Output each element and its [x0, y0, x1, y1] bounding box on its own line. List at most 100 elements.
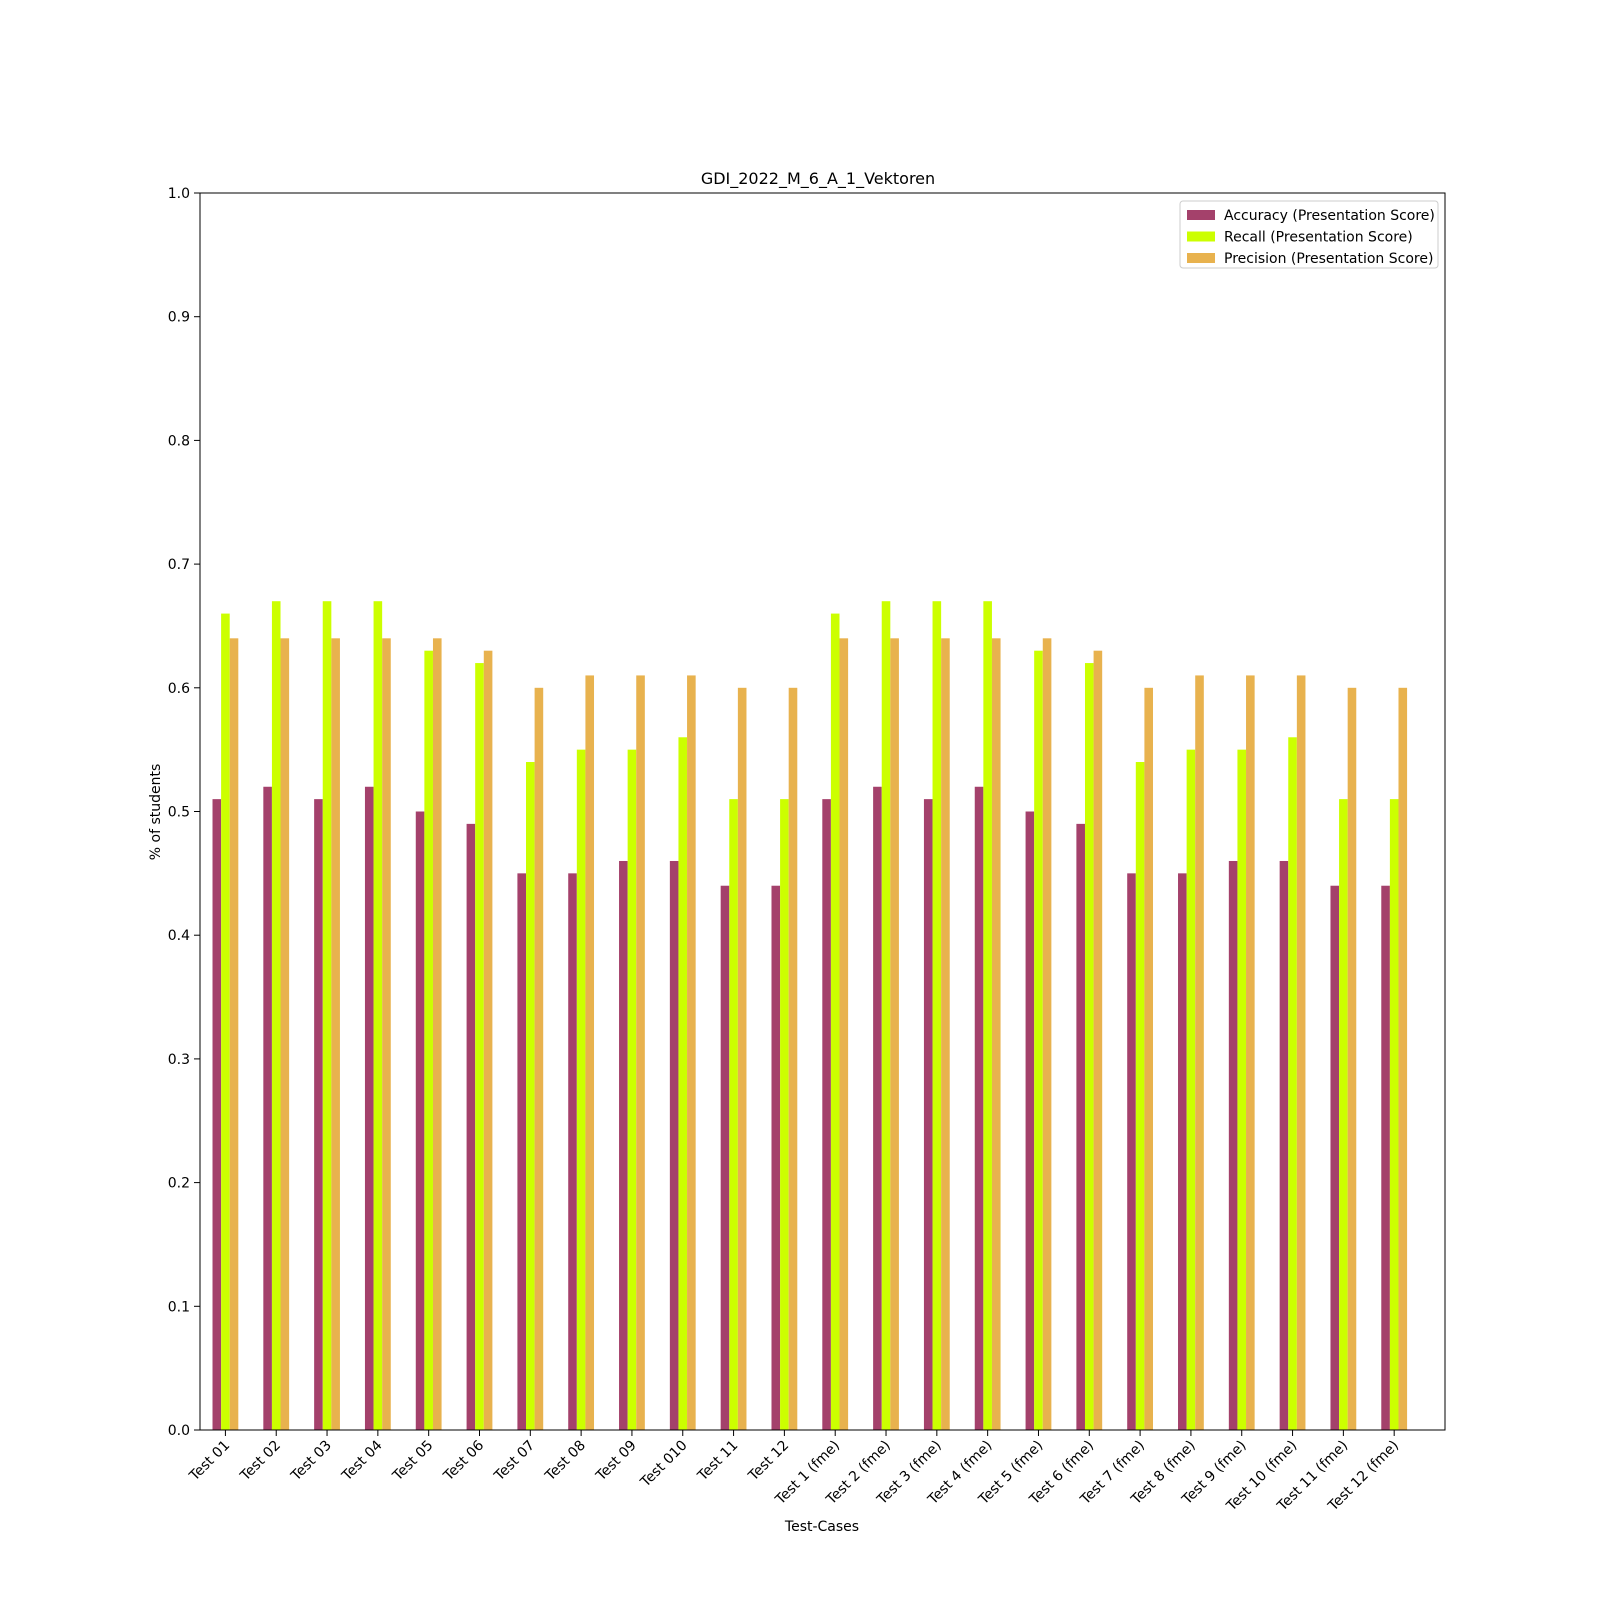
bar-accuracy [212, 799, 222, 1430]
y-tick-label: 0.1 [168, 1299, 190, 1315]
bar-accuracy [1228, 860, 1238, 1430]
y-tick-label: 0.0 [168, 1423, 190, 1439]
bar-precision [941, 638, 950, 1430]
bar-precision [1042, 638, 1052, 1430]
bar-recall [271, 601, 281, 1430]
y-axis-label: % of students [148, 764, 164, 861]
legend-label: Accuracy (Presentation Score) [1224, 208, 1435, 224]
bar-accuracy [263, 786, 272, 1430]
bar-recall [1339, 799, 1348, 1430]
bar-accuracy [364, 786, 374, 1430]
bar-precision [585, 675, 595, 1430]
bar-accuracy [1178, 873, 1187, 1430]
bar-accuracy [873, 786, 882, 1430]
bar-precision [1347, 687, 1357, 1430]
bar-precision [991, 638, 1001, 1430]
bar-precision [229, 638, 239, 1430]
bar-accuracy [619, 860, 628, 1430]
bar-accuracy [822, 799, 831, 1430]
x-tick-label: Test 02 [237, 1438, 284, 1485]
bar-accuracy [1381, 885, 1390, 1430]
bar-recall [1237, 749, 1247, 1430]
bar-precision [737, 687, 747, 1430]
bar-recall [881, 601, 891, 1430]
legend-label: Precision (Presentation Score) [1224, 251, 1433, 267]
bar-accuracy [720, 885, 730, 1430]
bar-recall [576, 749, 586, 1430]
bar-precision [483, 650, 493, 1430]
x-tick-label: Test 06 [440, 1437, 487, 1484]
bar-recall [729, 799, 738, 1430]
bar-accuracy [1025, 811, 1035, 1430]
y-tick-label: 0.2 [168, 1176, 190, 1192]
bar-recall [1186, 749, 1196, 1430]
legend-box [1179, 200, 1439, 269]
bar-precision [432, 638, 442, 1430]
chart-title: GDI_2022_M_6_A_1_Vektoren [701, 169, 935, 189]
x-tick-label: Test 05 [389, 1438, 436, 1485]
bar-precision [1195, 675, 1204, 1430]
bar-accuracy [669, 860, 679, 1430]
bar-recall [373, 601, 383, 1430]
bar-accuracy [923, 799, 933, 1430]
legend-swatch [1187, 253, 1215, 263]
bar-accuracy [1279, 860, 1289, 1430]
x-tick-label: Test 03 [288, 1438, 335, 1485]
legend-label: Recall (Presentation Score) [1224, 230, 1413, 246]
bar-precision [382, 638, 391, 1430]
bar-accuracy [466, 823, 476, 1430]
bar-precision [1246, 675, 1255, 1430]
y-tick-label: 0.6 [168, 681, 190, 697]
bar-recall [475, 663, 484, 1430]
x-axis-label: Test-Cases [784, 1519, 859, 1535]
x-tick-label: Test 09 [593, 1438, 640, 1485]
bar-accuracy [1330, 885, 1340, 1430]
legend-swatch [1187, 210, 1215, 220]
bar-recall [424, 650, 433, 1430]
legend-swatch [1187, 231, 1215, 242]
bar-recall [1389, 799, 1399, 1430]
bar-recall [1135, 762, 1145, 1430]
bar-recall [526, 762, 535, 1430]
y-tick-label: 1.0 [168, 186, 190, 202]
bar-recall [1288, 737, 1297, 1430]
bar-precision [788, 687, 798, 1430]
plot-area: 0.0 0.1 0.2 0.3 0.4 0.5 0.6 0.7 0.8 0.9 1.0 Test 01… [168, 186, 1408, 1515]
bar-recall [780, 799, 789, 1430]
bar-accuracy [415, 811, 425, 1430]
bar-recall [1034, 650, 1043, 1430]
bar-precision [1093, 650, 1103, 1430]
bar-precision [1398, 687, 1408, 1430]
bar-recall [627, 749, 637, 1430]
y-tick-label: 0.3 [168, 1052, 190, 1068]
x-tick-label: Test 04 [338, 1437, 385, 1484]
bar-precision [839, 638, 849, 1430]
x-tick-label: Test 01 [186, 1438, 233, 1485]
legend: Accuracy (Presentation Score) Recall (Pre… [1179, 200, 1439, 269]
bar-precision [280, 638, 290, 1430]
y-tick-label: 0.9 [168, 310, 190, 326]
bar-recall [983, 601, 992, 1430]
bar-recall [678, 737, 688, 1430]
bar-precision [687, 675, 696, 1430]
y-tick-label: 0.8 [168, 433, 190, 449]
x-tick-label: Test 010 [637, 1438, 691, 1492]
bar-recall [830, 613, 840, 1430]
bar-recall [221, 613, 230, 1430]
bar-accuracy [568, 873, 577, 1430]
x-tick-label: Test 07 [491, 1438, 538, 1485]
bar-accuracy [974, 786, 984, 1430]
bar-recall [932, 601, 942, 1430]
bar-accuracy [1076, 823, 1085, 1430]
x-tick-label: Test 12 [745, 1438, 792, 1485]
bar-accuracy [517, 873, 527, 1430]
y-tick-label: 0.5 [168, 805, 190, 821]
bar-precision [1296, 675, 1306, 1430]
x-tick-label: Test 11 [694, 1438, 741, 1485]
bar-accuracy [1127, 873, 1136, 1430]
x-tick-label: Test 08 [542, 1438, 589, 1485]
bar-precision [1144, 687, 1154, 1430]
y-tick-label: 0.4 [168, 928, 190, 944]
bar-accuracy [314, 799, 323, 1430]
